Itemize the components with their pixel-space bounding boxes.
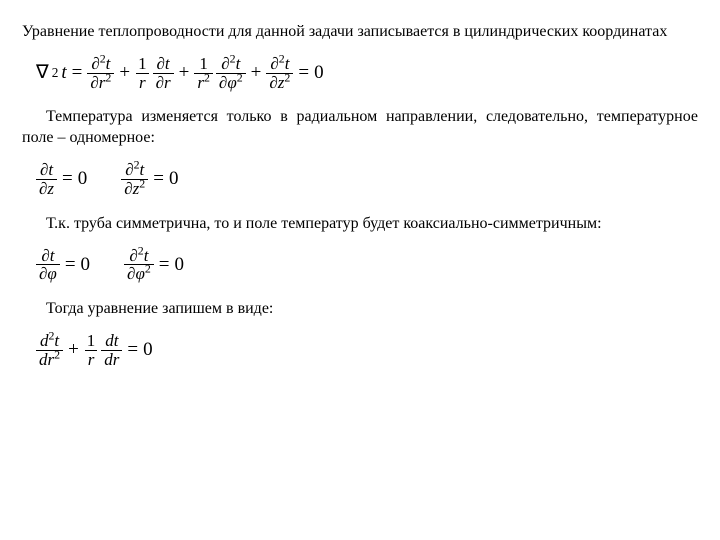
plus: + <box>117 61 132 86</box>
frac-d2t-dphi2: ∂2t ∂φ2 <box>216 55 246 92</box>
frac-1-r: 1 r <box>135 55 150 92</box>
equation-dtdphi-zero: ∂t ∂φ = 0 ∂2t ∂φ2 = 0 <box>36 247 698 284</box>
frac-d2t-dr2: ∂2t ∂r2 <box>87 55 114 92</box>
plus: + <box>177 61 192 86</box>
equation-laplacian: ∇2t = ∂2t ∂r2 + 1 r ∂t ∂r + 1 r2 ∂2t ∂φ2… <box>36 55 698 92</box>
equals: = <box>70 61 85 86</box>
frac-dt-dr: ∂t ∂r <box>153 55 174 92</box>
paragraph-symmetric: Т.к. труба симметрична, то и поле темпер… <box>22 214 698 235</box>
frac-1-r2: 1 r2 <box>194 55 213 92</box>
paragraph-final: Тогда уравнение запишем в виде: <box>22 299 698 320</box>
nabla: ∇ <box>36 61 49 86</box>
zero: 0 <box>314 61 324 86</box>
equals: = <box>296 61 311 86</box>
frac-d2t-dz2: ∂2t ∂z2 <box>266 55 293 92</box>
var-t: t <box>61 61 66 86</box>
paragraph-radial: Температура изменяется только в радиальн… <box>22 107 698 149</box>
paragraph-intro: Уравнение теплопроводности для данной за… <box>22 22 698 43</box>
equation-reduced: d2t dr2 + 1 r dt dr = 0 <box>36 332 698 369</box>
plus: + <box>249 61 264 86</box>
equation-dtdz-zero: ∂t ∂z = 0 ∂2t ∂z2 = 0 <box>36 161 698 198</box>
